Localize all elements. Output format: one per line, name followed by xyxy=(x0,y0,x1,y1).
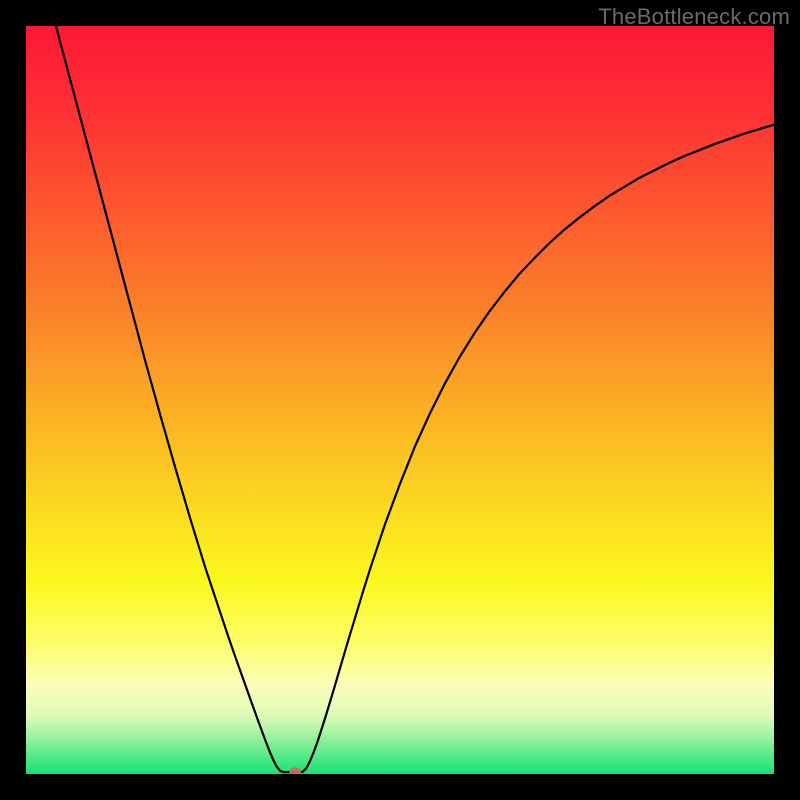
chart-container: TheBottleneck.com xyxy=(0,0,800,800)
plot-background xyxy=(26,26,774,774)
bottleneck-chart xyxy=(0,0,800,800)
